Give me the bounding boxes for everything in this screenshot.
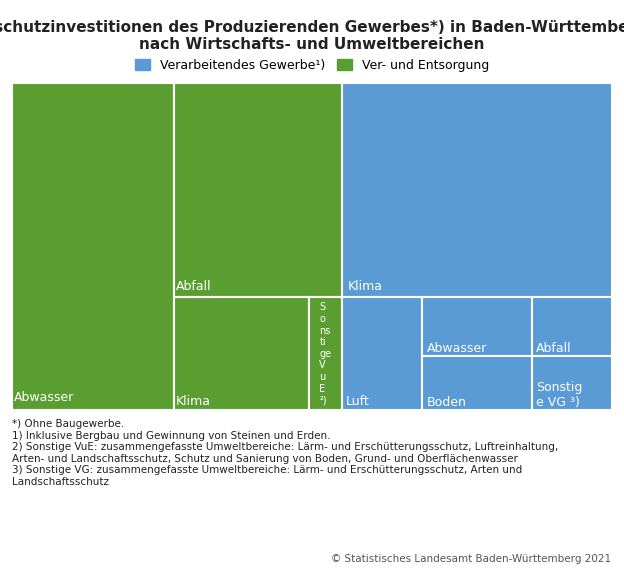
FancyBboxPatch shape bbox=[422, 356, 532, 410]
Text: Abwasser: Abwasser bbox=[427, 342, 487, 355]
FancyBboxPatch shape bbox=[342, 298, 422, 410]
Text: Umweltschutzinvestitionen des Produzierenden Gewerbes*) in Baden-Württemberg 201: Umweltschutzinvestitionen des Produziere… bbox=[0, 20, 624, 52]
Text: Klima: Klima bbox=[175, 395, 210, 408]
FancyBboxPatch shape bbox=[532, 356, 612, 410]
FancyBboxPatch shape bbox=[12, 83, 174, 410]
Text: *) Ohne Baugewerbe.
1) Inklusive Bergbau und Gewinnung von Steinen und Erden.
2): *) Ohne Baugewerbe. 1) Inklusive Bergbau… bbox=[12, 419, 558, 487]
Text: Abfall: Abfall bbox=[537, 342, 572, 355]
Text: Abfall: Abfall bbox=[176, 280, 212, 293]
Text: Abwasser: Abwasser bbox=[14, 391, 74, 404]
FancyBboxPatch shape bbox=[309, 298, 342, 410]
Legend: Verarbeitendes Gewerbe¹), Ver- und Entsorgung: Verarbeitendes Gewerbe¹), Ver- und Entso… bbox=[130, 54, 494, 77]
Text: Boden: Boden bbox=[427, 396, 467, 409]
Text: Sonstig
e VG ³): Sonstig e VG ³) bbox=[537, 381, 583, 409]
FancyBboxPatch shape bbox=[174, 83, 342, 298]
FancyBboxPatch shape bbox=[422, 298, 532, 356]
Text: © Statistisches Landesamt Baden-Württemberg 2021: © Statistisches Landesamt Baden-Württemb… bbox=[331, 554, 612, 564]
Text: Luft: Luft bbox=[346, 395, 369, 408]
FancyBboxPatch shape bbox=[174, 298, 309, 410]
FancyBboxPatch shape bbox=[342, 83, 612, 298]
Text: Klima: Klima bbox=[348, 280, 383, 293]
FancyBboxPatch shape bbox=[532, 298, 612, 356]
Text: S
o
ns
ti
ge
V
u
E
²): S o ns ti ge V u E ²) bbox=[319, 303, 331, 405]
